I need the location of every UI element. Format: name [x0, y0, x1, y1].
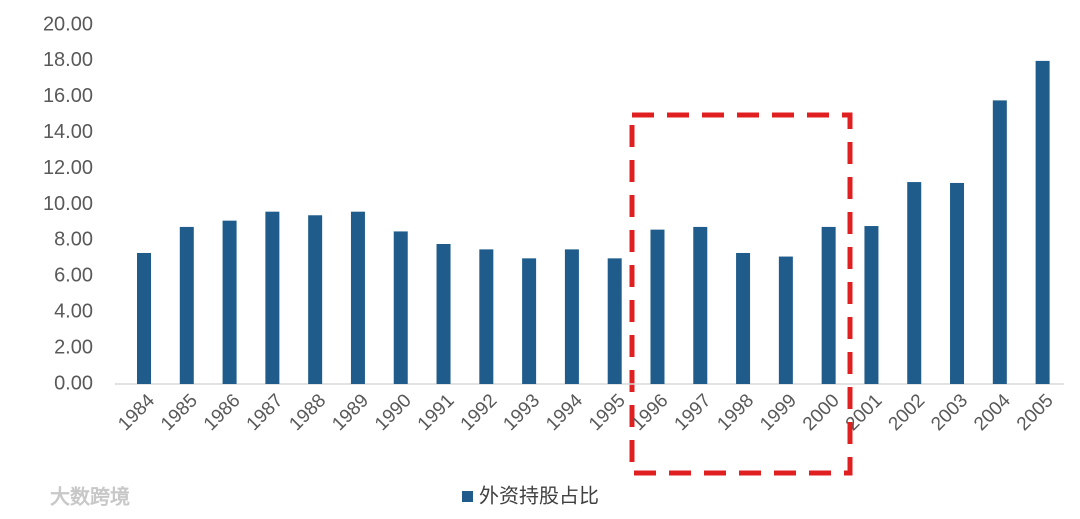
x-tick-label: 1986 — [200, 390, 245, 435]
y-tick-label: 8.00 — [54, 229, 93, 251]
x-tick-label: 1993 — [499, 390, 544, 435]
y-tick-label: 12.00 — [43, 157, 93, 179]
x-tick-label: 2005 — [1013, 390, 1058, 435]
y-tick-label: 6.00 — [54, 265, 93, 287]
x-tick-label: 1995 — [585, 390, 630, 435]
x-tick-label: 1989 — [328, 390, 373, 435]
y-tick-label: 10.00 — [43, 193, 93, 215]
bar — [265, 211, 280, 384]
bar — [821, 226, 836, 384]
y-tick-label: 16.00 — [43, 85, 93, 107]
bar — [992, 100, 1007, 384]
bar — [350, 211, 365, 384]
y-tick-label: 0.00 — [54, 372, 93, 394]
x-tick-label: 1994 — [542, 390, 587, 435]
bar — [564, 249, 579, 384]
bar — [222, 220, 237, 384]
x-tick-label: 2004 — [970, 390, 1015, 435]
y-tick-label: 4.00 — [54, 300, 93, 322]
legend-label: 外资持股占比 — [479, 484, 599, 507]
bar — [436, 243, 451, 384]
x-tick-label: 2002 — [885, 390, 930, 435]
bar — [308, 215, 323, 384]
bar — [522, 258, 537, 384]
x-tick-label: 2000 — [799, 390, 844, 435]
bar — [650, 229, 665, 384]
bar — [479, 249, 494, 384]
bar — [607, 258, 622, 384]
bar — [950, 182, 965, 384]
bar — [778, 256, 793, 384]
y-tick-label: 18.00 — [43, 49, 93, 71]
x-tick-label: 1996 — [628, 390, 673, 435]
x-tick-label: 1997 — [671, 390, 716, 435]
x-tick-label: 1988 — [285, 390, 330, 435]
watermark: 大数跨境 — [50, 484, 130, 508]
bar — [736, 252, 751, 384]
x-tick-label: 1987 — [243, 390, 288, 435]
bar — [136, 252, 151, 384]
bar — [1035, 60, 1050, 385]
x-tick-label: 2003 — [927, 390, 972, 435]
y-tick-label: 2.00 — [54, 336, 93, 358]
x-tick-label: 1992 — [457, 390, 502, 435]
y-tick-label: 14.00 — [43, 121, 93, 143]
bar — [179, 226, 194, 384]
x-tick-label: 1984 — [114, 390, 159, 435]
highlight-box — [629, 112, 853, 476]
y-tick-label: 20.00 — [43, 13, 93, 35]
x-tick-label: 1998 — [713, 390, 758, 435]
bar — [907, 182, 922, 384]
x-tick-label: 1985 — [157, 390, 202, 435]
x-tick-label: 1990 — [371, 390, 416, 435]
bar — [693, 226, 708, 384]
bar — [393, 231, 408, 384]
legend-swatch — [462, 491, 473, 502]
x-tick-label: 1991 — [414, 390, 459, 435]
bar — [864, 226, 879, 384]
x-tick-label: 1999 — [756, 390, 801, 435]
